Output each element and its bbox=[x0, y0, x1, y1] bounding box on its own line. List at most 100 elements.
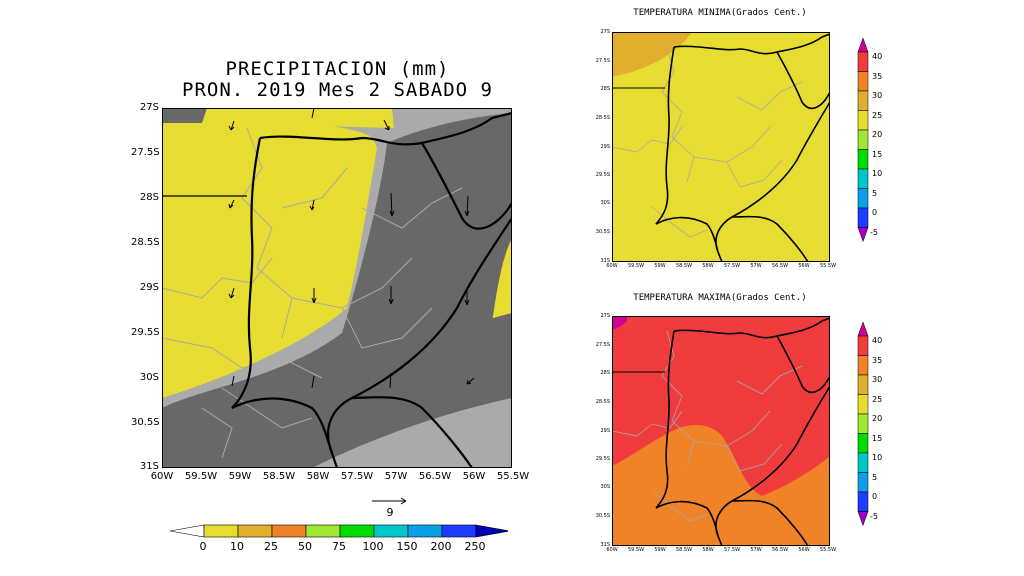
tmax-map-title: TEMPERATURA MAXIMA(Grados Cent.) bbox=[633, 293, 807, 303]
legend-cell bbox=[339, 524, 375, 538]
lon-label: 59.5W bbox=[184, 471, 218, 482]
lat-label: 29.5S bbox=[131, 327, 160, 338]
tmin-colorbar-label: 35 bbox=[872, 72, 883, 81]
tmin-colorbar-label: 0 bbox=[872, 208, 878, 217]
lat-label: 27.5S bbox=[131, 147, 160, 158]
lat-label: 27S bbox=[139, 102, 159, 113]
tmax-lon-label: 56W bbox=[798, 547, 810, 553]
lon-label: 57.5W bbox=[340, 471, 374, 482]
tmax-lat-label: 27S bbox=[600, 313, 610, 319]
tmin-lat-label: 29.5S bbox=[595, 172, 610, 178]
tmin-lat-label: 27.5S bbox=[595, 58, 610, 64]
tmax-colorbar-label: 20 bbox=[872, 414, 883, 423]
tmax-lon-label: 55.5W bbox=[819, 547, 837, 553]
lat-label: 28S bbox=[139, 192, 159, 203]
precipitation-map bbox=[162, 108, 512, 468]
lon-label: 60W bbox=[150, 471, 174, 482]
tmin-colorbar-label: 30 bbox=[872, 91, 883, 100]
tmax-lat-label: 30.5S bbox=[595, 513, 610, 519]
legend-label: 10 bbox=[230, 540, 244, 553]
light-gray-region-south bbox=[312, 398, 512, 468]
lat-label: 31S bbox=[139, 461, 159, 472]
legend-cell bbox=[407, 524, 443, 538]
tmin-colorbar-label: 25 bbox=[872, 111, 883, 120]
dark-gray-band-south bbox=[162, 313, 512, 468]
tmin-main-fill bbox=[612, 32, 830, 262]
tmin-map bbox=[612, 32, 830, 262]
tmin-colorbar-label: 5 bbox=[872, 189, 878, 198]
legend-label: 100 bbox=[362, 540, 384, 553]
lon-label: 56.5W bbox=[418, 471, 452, 482]
country-borders bbox=[231, 111, 512, 468]
lat-label: 29S bbox=[139, 282, 159, 293]
tmax-lat-label: 28.5S bbox=[595, 399, 610, 405]
tmin-lat-label: 29S bbox=[600, 144, 610, 150]
tmax-colorbar-cell bbox=[857, 374, 869, 395]
yellow-region-east bbox=[492, 238, 512, 323]
dark-gray-corner bbox=[162, 108, 207, 123]
tmax-colorbar-cell bbox=[857, 491, 869, 512]
tmax-lon-label: 59.5W bbox=[627, 547, 645, 553]
tmax-colorbar-label: 30 bbox=[872, 375, 883, 384]
tmin-colorbar-cell bbox=[857, 207, 869, 228]
main-map-title-line2: PRON. 2019 Mes 2 SABADO 9 bbox=[182, 79, 493, 101]
legend-cell bbox=[305, 524, 341, 538]
tmax-hot-corner bbox=[612, 316, 627, 330]
tmin-lat-label: 27S bbox=[600, 29, 610, 35]
tmax-map bbox=[612, 316, 830, 546]
tmax-lon-label: 57W bbox=[750, 547, 762, 553]
tmax-colorbar-cell bbox=[857, 413, 869, 434]
tmin-lon-label: 60W bbox=[606, 263, 618, 269]
tmax-colorbar-label: 0 bbox=[872, 492, 878, 501]
tmax-colorbar-label: 5 bbox=[872, 473, 878, 482]
tmin-lat-label: 31S bbox=[600, 258, 610, 264]
tmax-colorbar-label: 25 bbox=[872, 395, 883, 404]
lon-label: 57W bbox=[384, 471, 408, 482]
vector-reference-label: 9 bbox=[386, 506, 394, 519]
tmax-province-boundaries bbox=[612, 330, 803, 522]
legend-cell bbox=[441, 524, 477, 538]
tmin-lat-label: 28.5S bbox=[595, 115, 610, 121]
lon-label: 58W bbox=[306, 471, 330, 482]
tmin-lon-label: 57.5W bbox=[723, 263, 741, 269]
tmin-province-boundaries bbox=[612, 46, 803, 238]
tmax-map-frame bbox=[612, 316, 830, 546]
vector-reference-arrow bbox=[372, 497, 407, 505]
tmin-colorbar-label: 10 bbox=[872, 169, 883, 178]
tmax-lon-label: 56.5W bbox=[771, 547, 789, 553]
tmax-lat-label: 31S bbox=[600, 542, 610, 548]
tmin-colorbar-label: 20 bbox=[872, 130, 883, 139]
tmin-colorbar-cell bbox=[857, 51, 869, 72]
tmin-colorbar-label: -5 bbox=[870, 228, 878, 237]
tmax-colorbar-label: 15 bbox=[872, 434, 883, 443]
tmin-lon-label: 56W bbox=[798, 263, 810, 269]
tmax-lon-label: 58W bbox=[702, 547, 714, 553]
main-map-title-line1: PRECIPITACION (mm) bbox=[225, 58, 450, 80]
legend-arrow-low bbox=[169, 524, 205, 538]
lon-label: 58.5W bbox=[262, 471, 296, 482]
tmax-colorbar-cell bbox=[857, 394, 869, 415]
tmin-country-borders bbox=[655, 33, 830, 262]
tmin-colorbar-arrow-low bbox=[857, 227, 869, 243]
tmax-lat-label: 30S bbox=[600, 484, 610, 490]
tmin-colorbar bbox=[857, 38, 869, 243]
legend-label: 200 bbox=[430, 540, 452, 553]
tmax-colorbar-cell bbox=[857, 433, 869, 454]
tmax-colorbar-arrow-low bbox=[857, 511, 869, 527]
tmin-colorbar-cell bbox=[857, 110, 869, 131]
legend-cell bbox=[237, 524, 273, 538]
tmin-colorbar-label: 15 bbox=[872, 150, 883, 159]
tmax-colorbar-cell bbox=[857, 472, 869, 493]
tmax-lat-label: 27.5S bbox=[595, 342, 610, 348]
precipitation-legend-bar bbox=[169, 524, 508, 538]
legend-label: 150 bbox=[396, 540, 418, 553]
tmax-lat-label: 29S bbox=[600, 428, 610, 434]
wind-vectors bbox=[228, 108, 475, 389]
tmin-colorbar-cell bbox=[857, 90, 869, 111]
lat-label: 30S bbox=[139, 372, 159, 383]
tmin-lon-label: 57W bbox=[750, 263, 762, 269]
tmin-lat-label: 28S bbox=[600, 86, 610, 92]
tmax-lat-label: 29.5S bbox=[595, 456, 610, 462]
yellow-region-top bbox=[162, 108, 394, 128]
legend-label: 50 bbox=[298, 540, 312, 553]
